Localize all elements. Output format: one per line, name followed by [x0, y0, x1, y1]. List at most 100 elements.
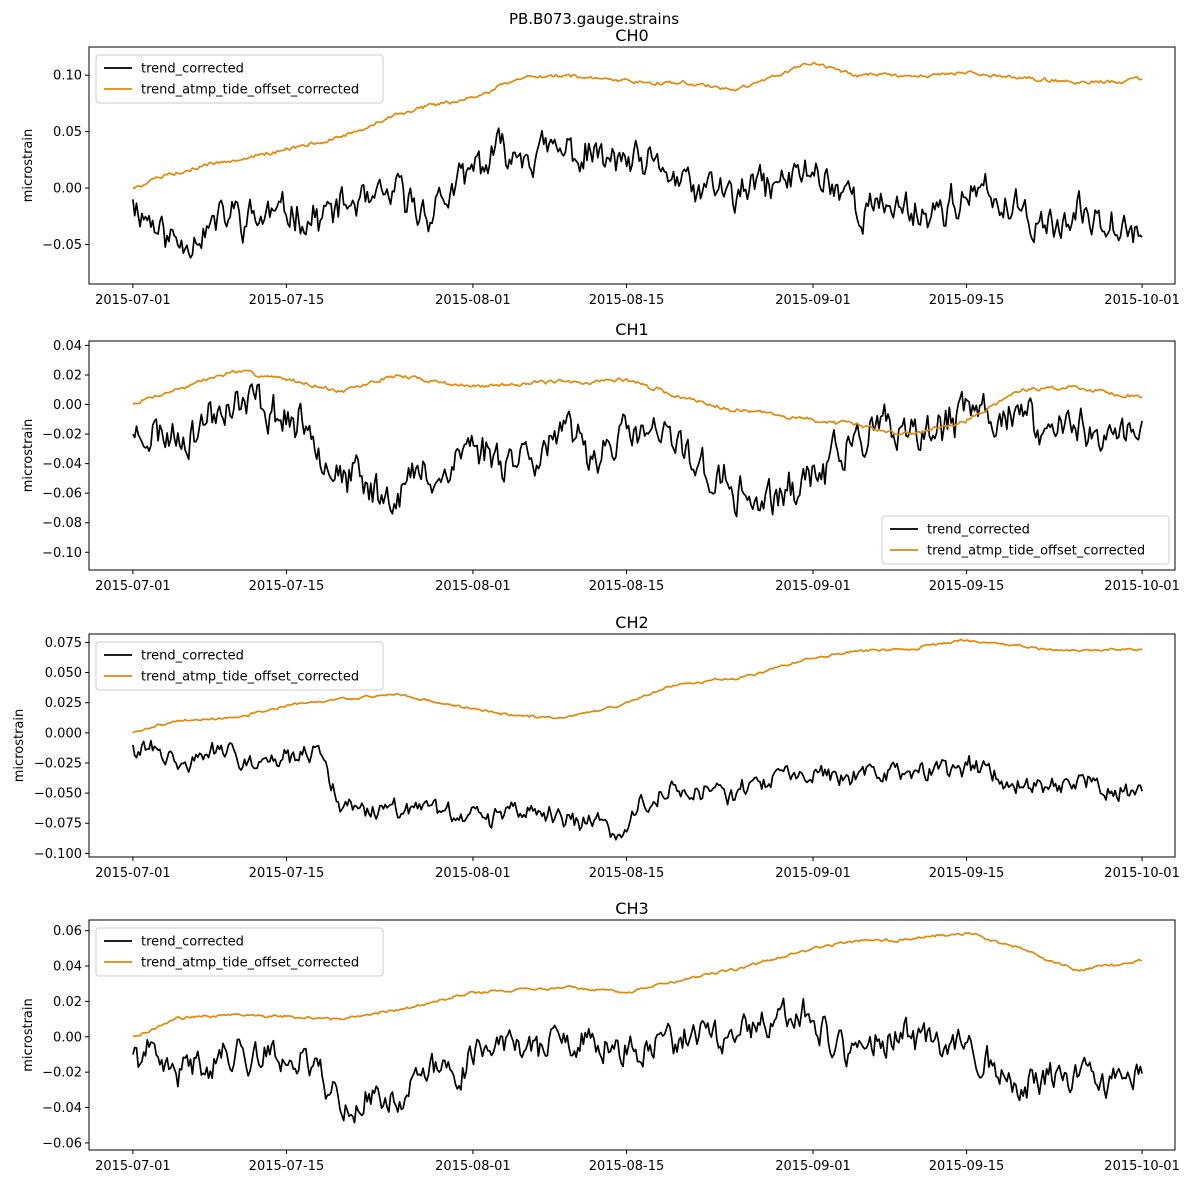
x-tick-label: 2015-07-01	[95, 293, 171, 308]
panels: CH0 microstrain −0.05 0.00 0.05 0.10 2015-07-0…	[12, 26, 1180, 1174]
legend-box	[95, 54, 384, 104]
x-tick-label: 2015-08-01	[435, 1159, 511, 1174]
x-tick-label: 2015-08-15	[589, 293, 665, 308]
series-group	[132, 369, 1143, 518]
panel-ch0: CH0 microstrain −0.05 0.00 0.05 0.10 2015-07-0…	[21, 26, 1180, 308]
x-tick-label: 2015-08-01	[435, 579, 511, 594]
legend-label: trend_atmp_tide_offset_corrected	[141, 956, 359, 971]
legend-label: trend_atmp_tide_offset_corrected	[141, 83, 359, 98]
series-group	[132, 61, 1143, 259]
x-tick-label: 2015-10-01	[1104, 293, 1180, 308]
series-group	[132, 931, 1143, 1124]
y-tick-label: −0.08	[42, 516, 82, 531]
x-tick-label: 2015-09-15	[929, 293, 1005, 308]
y-tick-label: 0.00	[53, 182, 82, 197]
panel-title: CH1	[615, 320, 648, 339]
y-tick-label: −0.06	[42, 487, 82, 502]
y-tick-label: 0.050	[45, 666, 82, 681]
y-tick-label: −0.10	[42, 546, 82, 561]
x-tick-label: 2015-07-01	[95, 1159, 171, 1174]
series-line-trend-corrected	[132, 997, 1143, 1124]
series-group	[132, 638, 1143, 841]
x-tick-label: 2015-08-01	[435, 866, 511, 881]
x-tick-label: 2015-09-01	[775, 1159, 851, 1174]
y-tick-label: −0.05	[42, 238, 82, 253]
x-tick-label: 2015-09-15	[929, 1159, 1005, 1174]
y-tick-label: 0.04	[53, 339, 82, 354]
series-line-trend-atmp-tide-offset-corrected	[132, 369, 1143, 436]
legend-box	[881, 515, 1170, 565]
legend-box	[95, 641, 384, 691]
y-tick-label: −0.02	[42, 1066, 82, 1081]
y-tick-label: 0.10	[53, 69, 82, 84]
x-tick-label: 2015-09-01	[775, 293, 851, 308]
x-tick-label: 2015-09-01	[775, 866, 851, 881]
axes-frame	[88, 340, 1176, 571]
legend-box	[95, 927, 384, 977]
panel-ch2: CH2 microstrain −0.100 −0.075 −0.050 −0.025 0.…	[12, 613, 1180, 881]
y-tick-label: 0.06	[53, 924, 82, 939]
legend-label: trend_atmp_tide_offset_corrected	[927, 544, 1145, 559]
y-axis-label: microstrain	[21, 998, 36, 1071]
y-tick-label: 0.075	[45, 636, 82, 651]
x-tick-label: 2015-07-15	[249, 1159, 325, 1174]
legend-label: trend_atmp_tide_offset_corrected	[141, 670, 359, 685]
legend-label: trend_corrected	[927, 523, 1030, 538]
legend-label: trend_corrected	[141, 62, 244, 77]
y-tick-label: 0.00	[53, 398, 82, 413]
y-tick-label: −0.100	[34, 847, 82, 862]
y-tick-label: −0.025	[34, 756, 82, 771]
axes-frame	[88, 46, 1176, 285]
y-axis-label: microstrain	[21, 419, 36, 492]
panel-title: CH0	[615, 26, 648, 45]
series-line-trend-corrected	[132, 127, 1143, 259]
legend: trend_corrected trend_atmp_tide_offset_co…	[881, 515, 1170, 565]
series-line-trend-atmp-tide-offset-corrected	[132, 61, 1143, 189]
legend-label: trend_corrected	[141, 649, 244, 664]
x-tick-label: 2015-08-01	[435, 293, 511, 308]
figure-title: PB.B073.gauge.strains	[509, 10, 679, 28]
x-tick-label: 2015-08-15	[589, 866, 665, 881]
x-tick-label: 2015-08-15	[589, 579, 665, 594]
y-tick-label: 0.00	[53, 1030, 82, 1045]
x-tick-label: 2015-09-15	[929, 579, 1005, 594]
y-axis-label: microstrain	[12, 709, 27, 782]
legend: trend_corrected trend_atmp_tide_offset_co…	[95, 54, 384, 104]
y-tick-label: −0.06	[42, 1136, 82, 1151]
series-line-trend-atmp-tide-offset-corrected	[132, 931, 1143, 1038]
y-tick-label: 0.025	[45, 696, 82, 711]
x-tick-label: 2015-09-15	[929, 866, 1005, 881]
y-tick-label: 0.000	[45, 726, 82, 741]
x-tick-label: 2015-08-15	[589, 1159, 665, 1174]
y-axis-label: microstrain	[21, 129, 36, 202]
x-tick-label: 2015-10-01	[1104, 579, 1180, 594]
panel-title: CH2	[615, 613, 648, 632]
legend: trend_corrected trend_atmp_tide_offset_co…	[95, 641, 384, 691]
series-line-trend-corrected	[132, 383, 1143, 518]
y-tick-label: −0.04	[42, 457, 82, 472]
series-line-trend-corrected	[132, 739, 1143, 841]
legend: trend_corrected trend_atmp_tide_offset_co…	[95, 927, 384, 977]
series-line-trend-atmp-tide-offset-corrected	[132, 638, 1143, 734]
x-tick-label: 2015-07-15	[249, 293, 325, 308]
x-tick-label: 2015-07-15	[249, 866, 325, 881]
x-tick-label: 2015-07-01	[95, 579, 171, 594]
legend-label: trend_corrected	[141, 935, 244, 950]
x-tick-label: 2015-10-01	[1104, 1159, 1180, 1174]
x-tick-label: 2015-10-01	[1104, 866, 1180, 881]
y-tick-label: −0.075	[34, 817, 82, 832]
x-tick-label: 2015-07-01	[95, 866, 171, 881]
panel-ch1: CH1 microstrain −0.10 −0.08 −0.06 −0.04 −0.02 0…	[21, 320, 1180, 594]
y-tick-label: −0.04	[42, 1101, 82, 1116]
y-tick-label: 0.02	[53, 368, 82, 383]
x-tick-label: 2015-09-01	[775, 579, 851, 594]
panel-ch3: CH3 microstrain −0.06 −0.04 −0.02 0.00 0.02 0.0…	[21, 899, 1180, 1174]
y-tick-label: −0.050	[34, 787, 82, 802]
axes-frame	[88, 919, 1176, 1151]
axes-frame	[88, 633, 1176, 858]
y-tick-label: 0.05	[53, 125, 82, 140]
y-tick-label: −0.02	[42, 428, 82, 443]
x-tick-label: 2015-07-15	[249, 579, 325, 594]
panel-title: CH3	[615, 899, 648, 918]
